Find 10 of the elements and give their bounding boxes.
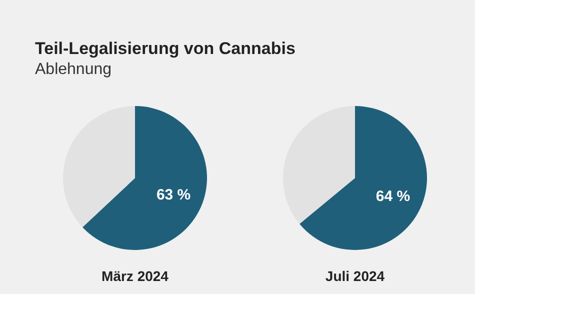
pie-slice [300,106,427,250]
pie-slice [82,106,207,250]
text: März 2024 [102,268,169,284]
chart-subtitle: Ablehnung [35,61,112,78]
pie-slice [283,106,355,224]
data-label: 63 % [156,186,191,204]
data-label: 64 % [376,188,410,205]
pie-slice [63,106,135,228]
chart-title: Teil-Legalisierung von Cannabis [35,39,296,58]
text: Juli 2024 [325,268,385,284]
